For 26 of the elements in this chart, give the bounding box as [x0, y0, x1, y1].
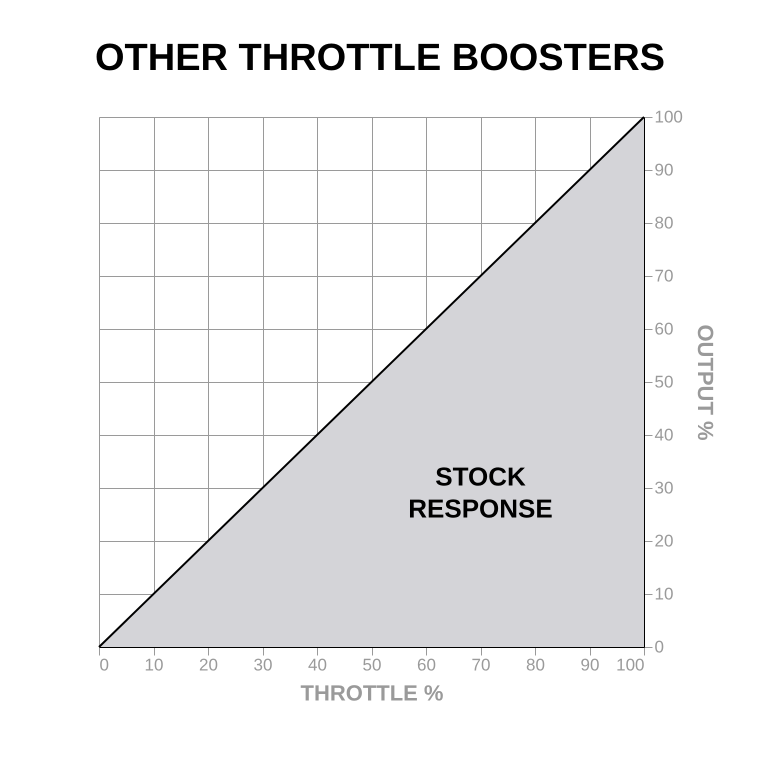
y-tick-label: 0 [654, 638, 664, 656]
x-tick-label: 90 [580, 656, 600, 674]
y-tick-label: 10 [654, 584, 674, 604]
y-tick-label: 20 [654, 532, 674, 550]
y-axis-title: OUTPUT % [692, 324, 718, 441]
x-tick-label: 60 [417, 656, 436, 674]
x-tick-label: 30 [254, 656, 272, 674]
y-tick-label: 60 [654, 320, 674, 338]
x-tick-label: 100 [616, 656, 644, 674]
y-tick-label: 40 [654, 426, 674, 444]
series-label: STOCK RESPONSE [408, 461, 553, 524]
x-tick-label: 80 [526, 656, 545, 674]
x-tick-label: 40 [308, 656, 327, 674]
chart-title: OTHER THROTTLE BOOSTERS [95, 37, 665, 79]
y-tick-label: 70 [654, 266, 674, 286]
y-tick-label: 100 [654, 108, 683, 126]
x-axis-title: THROTTLE % [300, 680, 444, 706]
x-tick-label: 70 [472, 656, 490, 674]
y-tick-label: 80 [654, 214, 674, 232]
y-tick-label: 90 [654, 160, 674, 180]
y-tick-label: 30 [654, 478, 674, 498]
x-tick-label: 0 [100, 656, 109, 674]
x-tick-label: 10 [144, 656, 164, 674]
y-tick-label: 50 [654, 372, 674, 392]
x-tick-label: 20 [199, 656, 218, 674]
x-tick-label: 50 [362, 656, 382, 674]
